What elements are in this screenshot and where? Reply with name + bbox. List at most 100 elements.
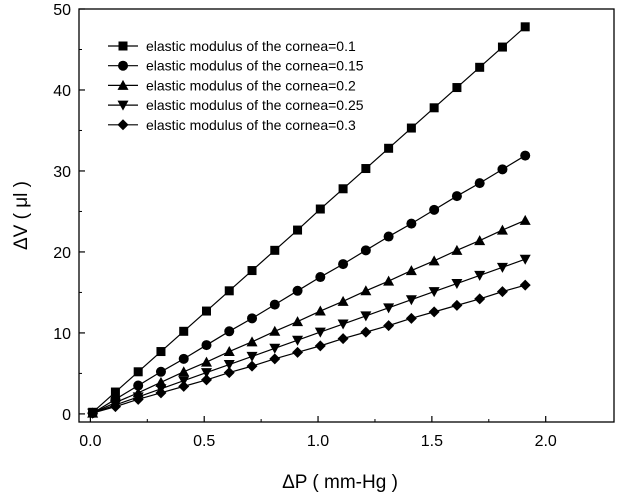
data-point	[132, 393, 144, 405]
data-point	[451, 279, 463, 290]
x-tick-label: 1.0	[307, 433, 329, 450]
y-tick-label: 40	[53, 83, 71, 100]
data-point	[496, 262, 508, 273]
data-point	[383, 275, 395, 286]
data-point	[178, 380, 190, 392]
data-point	[337, 295, 349, 306]
legend-label: elastic modulus of the cornea=0.2	[146, 77, 356, 93]
data-point	[314, 305, 326, 316]
series-1	[88, 22, 530, 417]
data-point	[246, 351, 258, 362]
legend-label: elastic modulus of the cornea=0.15	[146, 58, 364, 74]
x-axis-title: ΔP ( mm-Hg )	[282, 472, 398, 493]
legend-label: elastic modulus of the cornea=0.3	[146, 117, 356, 133]
data-point	[110, 387, 120, 397]
legend-marker	[117, 100, 129, 111]
data-point	[428, 255, 440, 266]
data-point	[405, 295, 417, 306]
data-point	[200, 368, 212, 379]
data-point	[223, 367, 235, 379]
x-axis: 0.0 0.5 1.0 1.5 2.0	[79, 416, 557, 450]
data-point	[474, 235, 486, 246]
data-point	[383, 320, 395, 332]
y-axis: 0 10 20 30 40 50	[53, 2, 85, 424]
legend-marker	[117, 79, 129, 90]
data-point	[269, 325, 281, 336]
data-point	[315, 204, 325, 214]
data-point	[360, 326, 372, 338]
data-point	[451, 299, 463, 311]
data-point	[269, 299, 280, 310]
series-layer	[87, 22, 531, 419]
series-line	[92, 258, 526, 414]
y-axis-title: ΔV ( μl )	[11, 181, 32, 250]
data-point	[360, 311, 372, 322]
y-tick-label: 20	[53, 245, 71, 262]
series-4	[87, 254, 531, 419]
legend-item: elastic modulus of the cornea=0.25	[108, 97, 364, 113]
legend-item: elastic modulus of the cornea=0.2	[108, 77, 356, 93]
data-point	[429, 204, 440, 215]
legend-label: elastic modulus of the cornea=0.1	[146, 38, 356, 54]
legend-marker	[118, 41, 128, 51]
legend: elastic modulus of the cornea=0.1 elastic…	[108, 38, 364, 133]
data-point	[315, 272, 326, 283]
y-tick-label: 10	[53, 326, 71, 343]
data-point	[269, 343, 281, 354]
legend-item: elastic modulus of the cornea=0.3	[108, 117, 356, 133]
data-point	[247, 313, 258, 324]
data-point	[269, 353, 281, 365]
data-point	[224, 286, 234, 296]
data-point	[406, 123, 416, 133]
data-point	[451, 244, 463, 255]
data-point	[452, 83, 462, 93]
data-point	[337, 319, 349, 330]
x-tick-label: 1.5	[421, 433, 443, 450]
data-point	[133, 380, 144, 391]
data-point	[200, 374, 212, 386]
x-tick-label: 2.0	[535, 433, 557, 450]
data-point	[361, 164, 371, 174]
data-point	[405, 265, 417, 276]
data-point	[178, 366, 190, 377]
data-point	[292, 285, 303, 296]
data-point	[224, 326, 235, 337]
legend-item: elastic modulus of the cornea=0.1	[108, 38, 356, 54]
data-point	[405, 312, 417, 324]
data-point	[520, 22, 530, 32]
data-point	[496, 286, 508, 298]
legend-marker	[117, 119, 129, 131]
data-point	[155, 366, 166, 377]
data-point	[428, 287, 440, 298]
data-point	[497, 42, 507, 52]
data-point	[520, 150, 531, 161]
data-point	[474, 293, 486, 305]
data-point	[338, 184, 348, 194]
data-point	[474, 178, 485, 189]
y-tick-label: 0	[62, 407, 71, 424]
data-point	[293, 225, 303, 235]
data-point	[292, 346, 304, 358]
legend-item: elastic modulus of the cornea=0.15	[108, 58, 364, 74]
y-tick-label: 30	[53, 164, 71, 181]
data-point	[155, 387, 167, 399]
data-point	[475, 62, 485, 72]
data-point	[451, 191, 462, 202]
data-point	[360, 285, 372, 296]
plot-frame	[78, 8, 615, 423]
data-point	[497, 164, 508, 175]
data-point	[246, 360, 258, 372]
data-point	[223, 346, 235, 357]
data-point	[246, 336, 258, 347]
data-point	[496, 224, 508, 235]
series-2	[87, 150, 531, 419]
series-5	[87, 279, 531, 419]
data-point	[519, 279, 531, 291]
data-point	[383, 303, 395, 314]
data-point	[314, 340, 326, 352]
data-point	[156, 347, 166, 357]
data-point	[270, 245, 280, 255]
data-point	[519, 254, 531, 265]
data-point	[247, 266, 257, 276]
